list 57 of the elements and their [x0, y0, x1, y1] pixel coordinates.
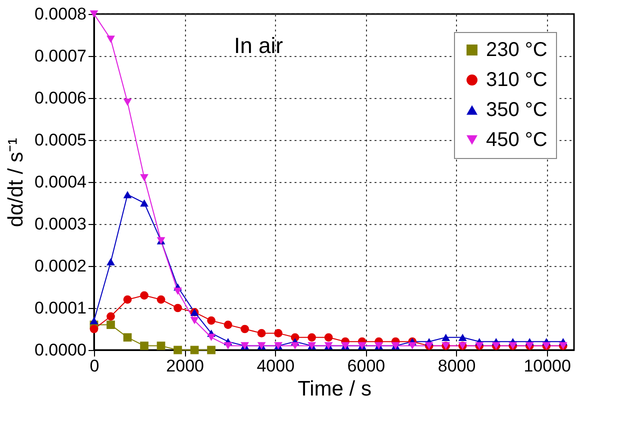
point — [140, 174, 148, 182]
point — [290, 342, 300, 350]
point — [174, 288, 182, 295]
annotation: In air — [234, 33, 283, 58]
legend-label: 230 °C — [486, 39, 548, 61]
x-tick-label: 4000 — [256, 356, 295, 376]
point — [190, 346, 199, 354]
point — [308, 333, 316, 342]
y-tick-label: 0.0001 — [34, 298, 86, 318]
point — [408, 342, 417, 350]
point — [106, 320, 115, 329]
point — [224, 320, 232, 329]
point — [257, 329, 266, 338]
legend-label: 450 °C — [486, 129, 548, 151]
x-tick-label: 2000 — [166, 356, 204, 376]
y-tick-label: 0.0002 — [34, 256, 86, 276]
point — [123, 295, 132, 304]
point — [190, 316, 199, 324]
point — [174, 346, 182, 354]
point — [207, 334, 216, 342]
x-tick-label: 0 — [90, 356, 100, 376]
point — [123, 98, 132, 106]
point — [224, 342, 232, 350]
x-tick-label: 10000 — [524, 356, 571, 376]
point — [106, 258, 115, 266]
legend-label: 310 °C — [486, 69, 548, 91]
point — [156, 295, 166, 304]
point — [207, 316, 216, 325]
x-axis-title: Time / s — [298, 378, 372, 400]
y-tick-label: 0.0005 — [34, 130, 86, 150]
y-tick-label: 0.0007 — [34, 46, 86, 66]
x-tick-label: 8000 — [438, 356, 476, 376]
point — [240, 324, 249, 334]
legend-label: 350 °C — [486, 99, 548, 121]
point — [106, 312, 115, 321]
point — [174, 304, 182, 312]
point — [442, 334, 450, 342]
point — [324, 333, 333, 342]
y-tick-label: 0.0008 — [34, 4, 86, 24]
x-tick-label: 6000 — [347, 356, 386, 376]
point — [156, 342, 166, 350]
point — [140, 342, 148, 350]
point — [123, 333, 132, 342]
y-axis-title: dα/dt / s⁻¹ — [4, 138, 28, 228]
point — [106, 36, 115, 43]
point — [458, 334, 467, 342]
y-tick-label: 0.0004 — [34, 172, 86, 192]
point — [90, 316, 98, 324]
point — [140, 199, 148, 207]
y-tick-label: 0.0003 — [34, 214, 86, 234]
point — [123, 190, 132, 198]
point — [140, 291, 148, 300]
point — [207, 346, 216, 354]
point — [274, 329, 282, 338]
y-tick-label: 0.0000 — [34, 340, 86, 360]
y-tick-label: 0.0006 — [34, 88, 86, 108]
point — [90, 324, 98, 334]
